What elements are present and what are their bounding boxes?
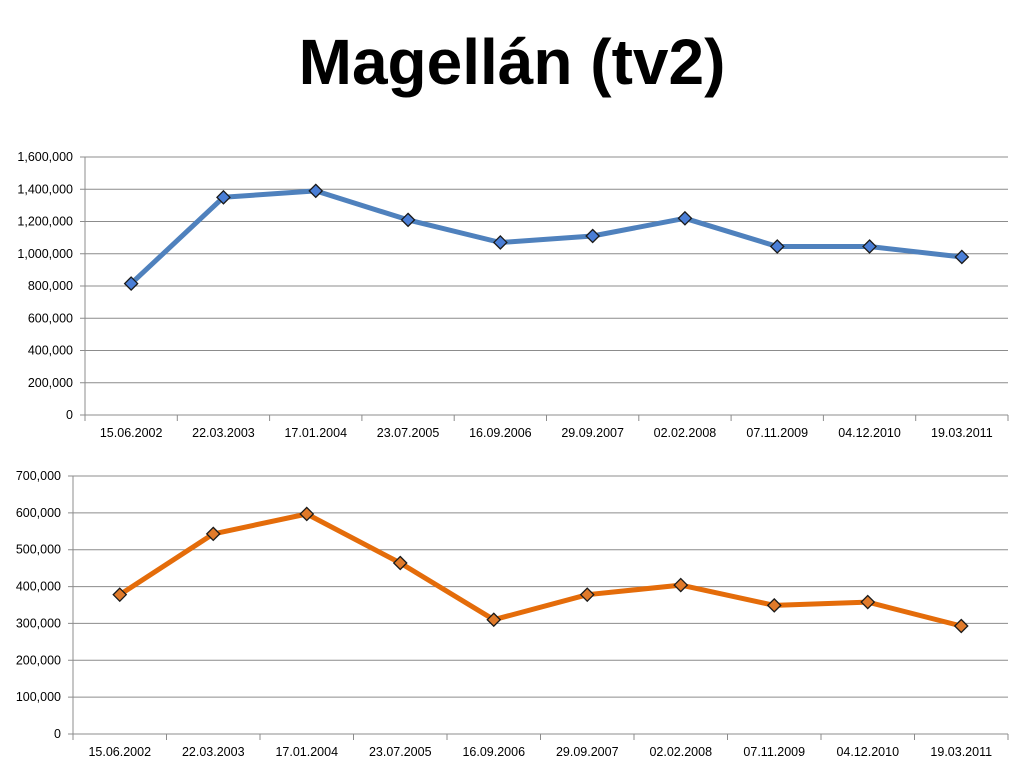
chart-top: 0 200,000 400,000 600,000 800,000 1,000,000 1,… [17,150,1009,440]
data-point [112,587,128,603]
x-tick-label: 04.12.2010 [836,745,899,759]
y-tick-label: 0 [66,408,73,422]
x-tick-label: 07.11.2009 [743,745,805,759]
y-tick-label: 100,000 [16,690,61,704]
y-tick-label: 600,000 [28,311,73,325]
y-tick-label: 1,000,000 [17,247,73,261]
y-tick-label: 600,000 [16,506,61,520]
y-tick-label: 200,000 [16,653,61,667]
data-point [492,235,508,250]
x-tick-label: 29.09.2007 [561,426,624,440]
x-tick-label: 04.12.2010 [838,426,901,440]
data-point [123,276,139,292]
y-tick-label: 700,000 [16,469,61,483]
x-tick-label: 02.02.2008 [649,745,712,759]
y-tick-label: 500,000 [16,543,61,557]
x-tick-label: 17.01.2004 [284,426,347,440]
x-tick-label: 19.03.2011 [930,745,992,759]
y-tick-label: 1,600,000 [17,150,73,164]
data-point [308,183,324,199]
y-tick-label: 400,000 [28,344,73,358]
data-point [400,212,416,228]
series-line [117,511,964,629]
data-point [953,618,969,634]
data-point [860,594,876,610]
x-tick-label: 15.06.2002 [100,426,163,440]
x-tick-label: 16.09.2006 [462,745,525,759]
series-line [128,188,965,287]
data-point [216,189,231,205]
data-point [862,239,877,254]
x-tick-label: 23.07.2005 [369,745,432,759]
data-point [673,577,689,593]
page-title: Magellán (tv2) [298,26,726,98]
y-tick-label: 200,000 [28,376,73,390]
data-point [486,612,502,628]
x-tick-label: 22.03.2003 [192,426,255,440]
data-point [766,597,782,613]
data-point [585,228,601,244]
y-tick-label: 1,400,000 [17,182,73,196]
x-tick-label: 17.01.2004 [275,745,338,759]
x-tick-label: 22.03.2003 [182,745,245,759]
y-tick-label: 800,000 [28,279,73,293]
data-point [205,526,221,542]
y-tick-label: 1,200,000 [17,215,73,229]
data-point [392,555,408,571]
y-tick-label: 0 [54,727,61,741]
data-point [769,239,785,254]
x-tick-label: 29.09.2007 [556,745,619,759]
chart-bottom: 0 100,000 200,000 300,000 400,000 500,000 600,… [16,469,1009,759]
data-point [579,587,595,603]
x-tick-label: 15.06.2002 [88,745,151,759]
data-point [299,506,315,522]
x-tick-label: 07.11.2009 [746,426,808,440]
y-tick-label: 300,000 [16,616,61,630]
x-tick-label: 19.03.2011 [931,426,993,440]
data-point [677,210,693,226]
y-tick-label: 400,000 [16,580,61,594]
x-tick-label: 02.02.2008 [654,426,717,440]
data-point [954,249,970,265]
x-tick-label: 16.09.2006 [469,426,532,440]
x-tick-label: 23.07.2005 [377,426,440,440]
